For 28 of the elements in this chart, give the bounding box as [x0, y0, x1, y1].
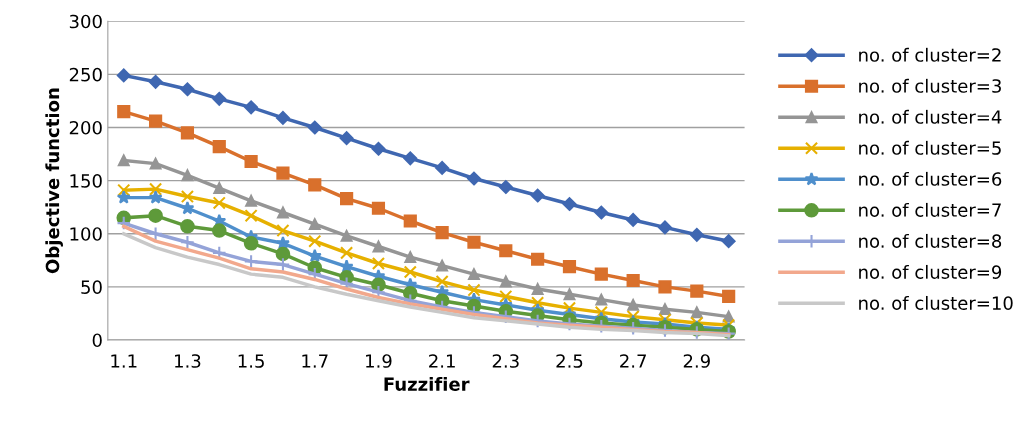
legend-label: no. of cluster=2 [859, 47, 1001, 62]
x-tick-label: 1.1 [111, 354, 137, 368]
legend-label: no. of cluster=5 [859, 140, 1001, 155]
legend-label: no. of cluster=6 [859, 171, 1002, 186]
legend-label: no. of cluster=9 [859, 264, 1002, 279]
x-tick-label: 2.9 [683, 354, 710, 368]
y-tick-label: 150 [70, 174, 102, 188]
y-axis-title: Objective function [45, 88, 63, 274]
x-tick-label: 1.9 [366, 354, 392, 368]
legend-label: no. of cluster=10 [859, 295, 1013, 310]
x-tick-label: 1.5 [238, 354, 264, 368]
legend-label: no. of cluster=4 [859, 109, 1002, 124]
legend-label: no. of cluster=7 [859, 202, 1001, 217]
y-tick-label: 200 [69, 120, 102, 135]
x-axis-title: Fuzzifier [384, 376, 470, 391]
x-tick-label: 2.7 [620, 354, 646, 368]
y-tick-label: 100 [70, 227, 102, 241]
x-tick-label: 1.7 [302, 354, 328, 368]
x-tick-label: 2.1 [429, 354, 455, 368]
y-tick-label: 50 [81, 280, 102, 294]
y-tick-label: 300 [69, 14, 102, 29]
x-tick-label: 2.3 [492, 354, 519, 368]
x-tick-label: 2.5 [556, 354, 583, 368]
y-tick-label: 0 [92, 333, 102, 348]
x-tick-label: 1.3 [175, 354, 201, 368]
y-tick-label: 250 [69, 67, 102, 82]
legend-label: no. of cluster=3 [859, 78, 1001, 93]
legend-label: no. of cluster=8 [859, 233, 1002, 248]
